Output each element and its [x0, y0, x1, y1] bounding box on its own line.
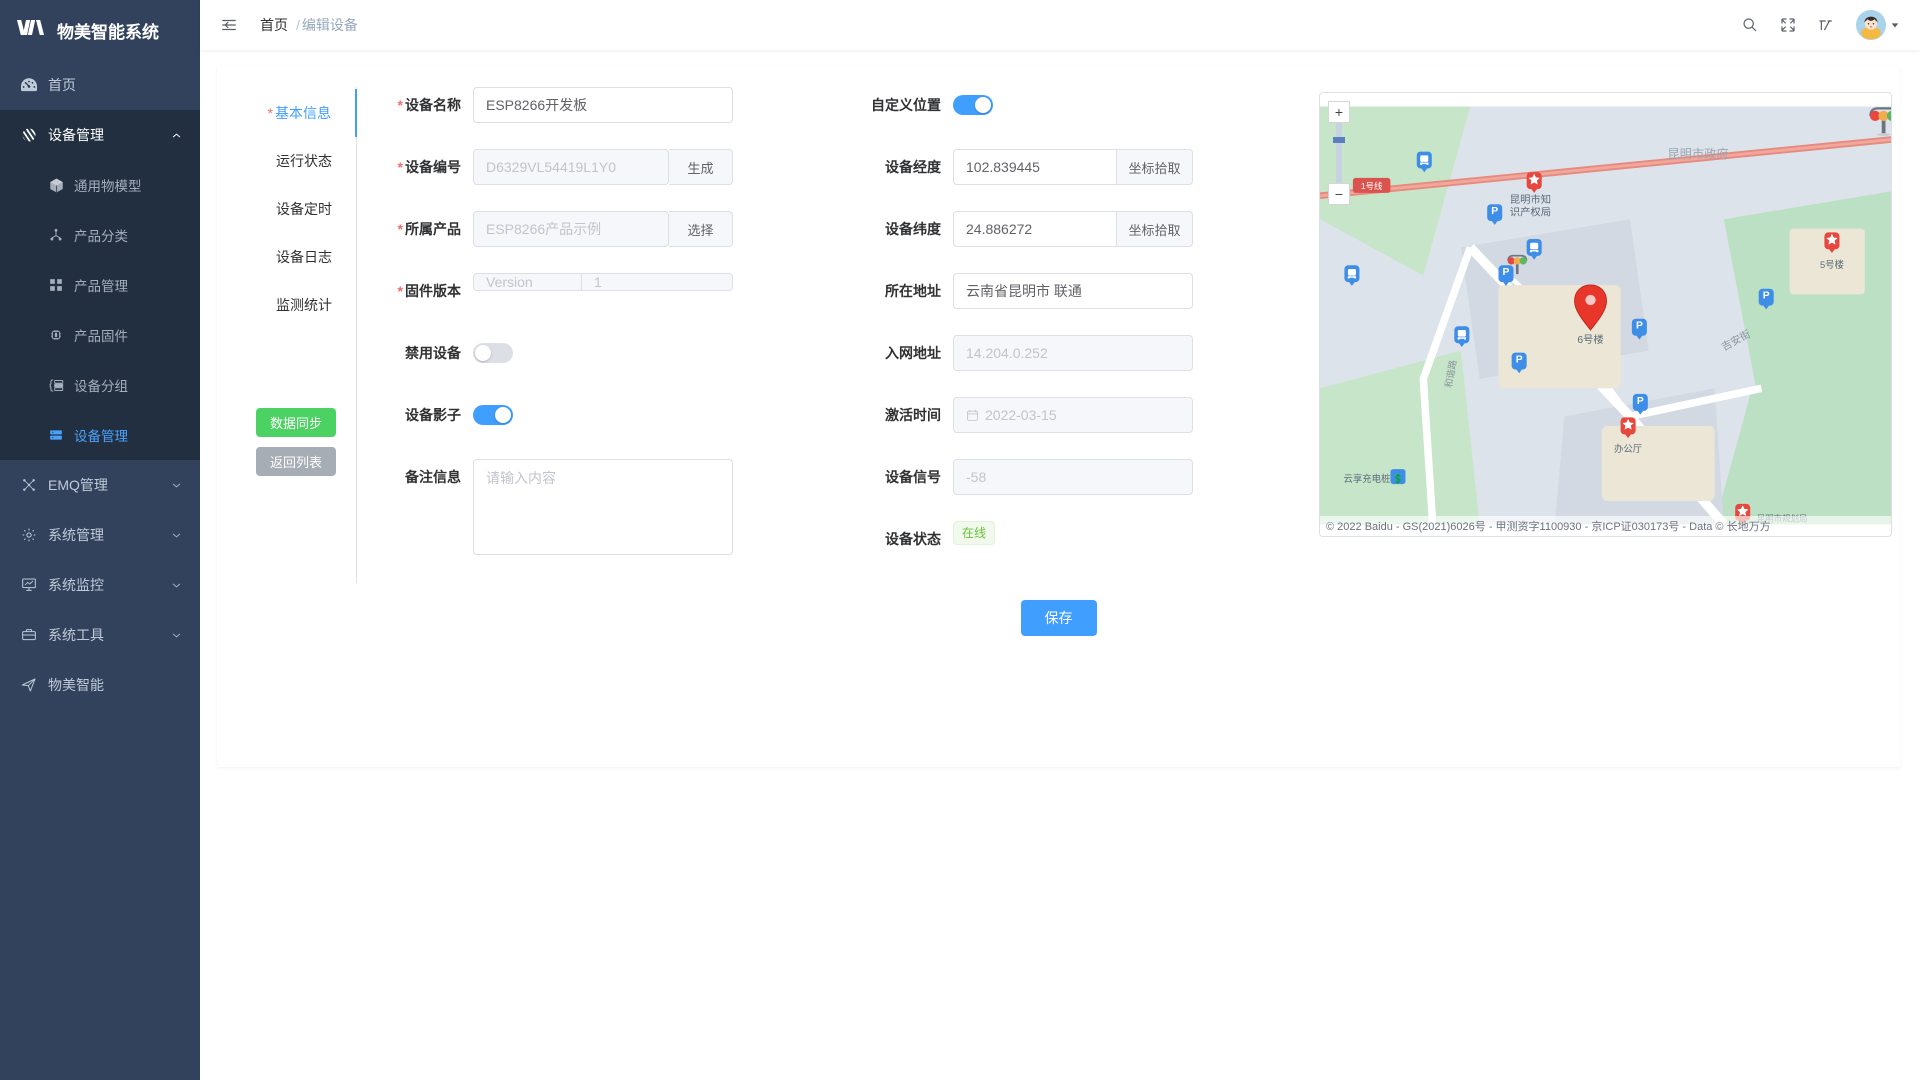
- svg-text:识产权局: 识产权局: [1510, 205, 1551, 218]
- svg-text:办公厅: 办公厅: [1614, 443, 1642, 454]
- svg-text:云享充电桩: 云享充电桩: [1343, 473, 1390, 484]
- svg-text:1号线: 1号线: [1361, 181, 1383, 191]
- svg-text:昆明市知: 昆明市知: [1510, 193, 1551, 206]
- svg-text:昆明市政府: 昆明市政府: [1668, 146, 1729, 161]
- svg-text:6号楼: 6号楼: [1577, 333, 1603, 346]
- svg-text:5号楼: 5号楼: [1820, 259, 1844, 270]
- svg-text:💲: 💲: [1392, 472, 1404, 484]
